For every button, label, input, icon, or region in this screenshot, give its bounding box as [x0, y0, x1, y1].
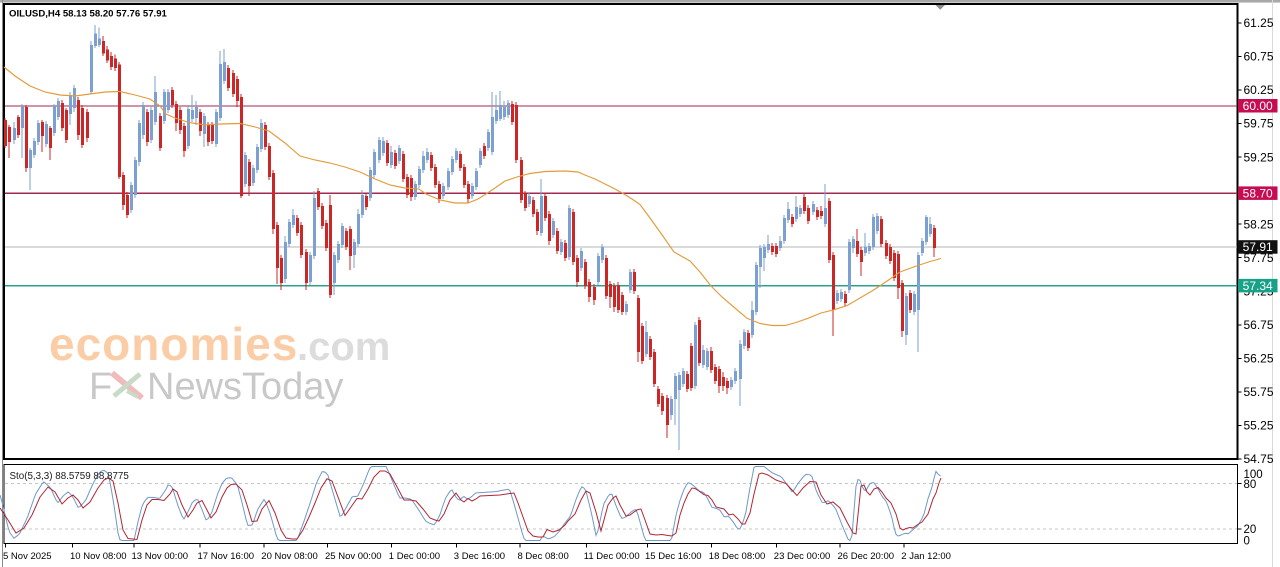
svg-text:17 Nov 16:00: 17 Nov 16:00 — [198, 551, 255, 562]
svg-text:25 Nov 00:00: 25 Nov 00:00 — [325, 551, 382, 562]
svg-text:26 Dec 20:00: 26 Dec 20:00 — [838, 551, 895, 562]
svg-text:F: F — [89, 366, 112, 408]
svg-text:55.75: 55.75 — [1244, 385, 1274, 399]
svg-text:59.25: 59.25 — [1244, 150, 1274, 164]
svg-text:59.75: 59.75 — [1244, 117, 1274, 131]
svg-text:5 Nov 2025: 5 Nov 2025 — [3, 551, 52, 562]
svg-text:100: 100 — [1244, 469, 1263, 481]
svg-text:economies: economies — [49, 318, 298, 370]
svg-text:58.25: 58.25 — [1244, 217, 1274, 231]
svg-text:Sto(5,3,3) 88.5759 88.8775: Sto(5,3,3) 88.5759 88.8775 — [10, 471, 130, 482]
svg-text:15 Dec 16:00: 15 Dec 16:00 — [645, 551, 702, 562]
svg-text:61.25: 61.25 — [1244, 16, 1274, 30]
svg-text:54.75: 54.75 — [1244, 452, 1274, 466]
svg-text:57.75: 57.75 — [1244, 251, 1274, 265]
svg-text:1 Dec 00:00: 1 Dec 00:00 — [389, 551, 440, 562]
svg-text:18 Dec 08:00: 18 Dec 08:00 — [709, 551, 766, 562]
svg-text:60.25: 60.25 — [1244, 83, 1274, 97]
svg-text:0: 0 — [1244, 536, 1250, 548]
svg-text:OILUSD,H4 58.13 58.20 57.76 5: OILUSD,H4 58.13 58.20 57.76 57.91 — [9, 9, 168, 20]
svg-text:20: 20 — [1244, 524, 1257, 536]
svg-text:20 Nov 08:00: 20 Nov 08:00 — [261, 551, 318, 562]
svg-text:.com: .com — [297, 325, 390, 369]
svg-text:57.91: 57.91 — [1243, 240, 1273, 254]
svg-text:10 Nov 08:00: 10 Nov 08:00 — [70, 551, 127, 562]
svg-text:23 Dec 00:00: 23 Dec 00:00 — [774, 551, 831, 562]
svg-text:57.34: 57.34 — [1243, 279, 1273, 293]
svg-text:3 Dec 16:00: 3 Dec 16:00 — [454, 551, 505, 562]
svg-text:55.25: 55.25 — [1244, 419, 1274, 433]
svg-text:8 Dec 08:00: 8 Dec 08:00 — [518, 551, 569, 562]
svg-text:60.00: 60.00 — [1243, 99, 1273, 113]
svg-text:58.70: 58.70 — [1243, 187, 1273, 201]
svg-text:2 Jan 12:00: 2 Jan 12:00 — [901, 551, 951, 562]
svg-text:13 Nov 00:00: 13 Nov 00:00 — [132, 551, 189, 562]
svg-text:60.75: 60.75 — [1244, 50, 1274, 64]
svg-text:56.25: 56.25 — [1244, 352, 1274, 366]
svg-text:NewsToday: NewsToday — [147, 366, 343, 408]
svg-text:11 Dec 00:00: 11 Dec 00:00 — [584, 551, 640, 562]
svg-text:80: 80 — [1244, 479, 1257, 491]
svg-text:56.75: 56.75 — [1244, 318, 1274, 332]
